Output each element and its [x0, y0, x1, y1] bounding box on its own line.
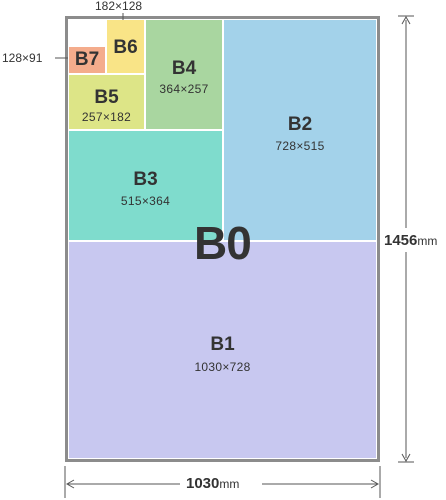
width-value: 1030 [186, 475, 220, 492]
b6-area: B6 [106, 19, 145, 74]
b0-sheet: B1 1030×728 B2 728×515 B3 515×364 B4 364… [65, 16, 380, 462]
b4-dimensions: 364×257 [159, 82, 209, 96]
b5-dimensions: 257×182 [81, 110, 132, 124]
b7-dimensions: 128×91 [2, 51, 43, 65]
b2-area: B2 728×515 [223, 19, 377, 241]
b5-label: B5 [94, 87, 119, 108]
b4-label: B4 [171, 58, 197, 79]
b1-dimensions: 1030×728 [194, 360, 251, 374]
height-value: 1456 [384, 232, 418, 249]
height-unit: mm [417, 234, 438, 248]
b6-label: B6 [113, 37, 138, 58]
b3-label: B3 [133, 169, 158, 190]
width-dimension-label: 1030mm [186, 475, 239, 492]
b7-area: B7 [68, 46, 106, 74]
b3-area: B3 515×364 [68, 130, 223, 241]
b5-area: B5 257×182 [68, 74, 145, 130]
b1-label: B1 [210, 334, 235, 355]
b2-dimensions: 728×515 [275, 139, 325, 153]
b0-label: B0 [194, 217, 252, 269]
width-unit: mm [219, 477, 240, 491]
b4-area: B4 364×257 [145, 19, 223, 130]
height-dimension-label: 1456mm [384, 232, 437, 249]
b1-area: B1 1030×728 [68, 241, 377, 459]
b6-dimensions: 182×128 [95, 0, 143, 13]
b3-dimensions: 515×364 [120, 194, 171, 208]
b7-label: B7 [74, 49, 100, 70]
b2-label: B2 [287, 114, 313, 135]
